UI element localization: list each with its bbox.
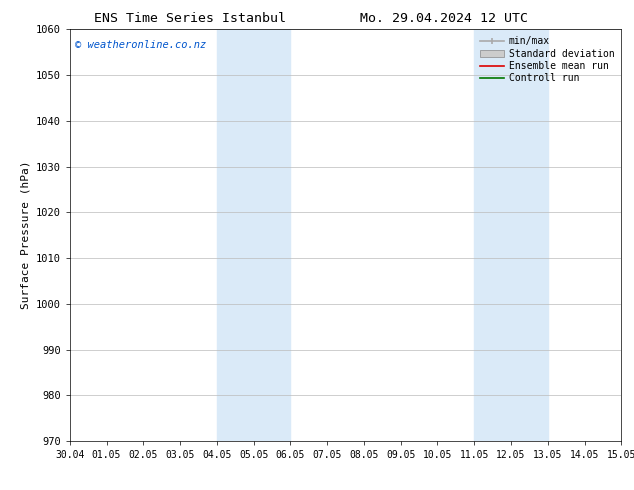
Text: © weatheronline.co.nz: © weatheronline.co.nz — [75, 40, 207, 49]
Legend: min/max, Standard deviation, Ensemble mean run, Controll run: min/max, Standard deviation, Ensemble me… — [477, 34, 616, 85]
Bar — [217, 29, 290, 441]
Text: ENS Time Series Istanbul: ENS Time Series Istanbul — [94, 12, 286, 25]
Bar — [474, 29, 548, 441]
Text: Mo. 29.04.2024 12 UTC: Mo. 29.04.2024 12 UTC — [360, 12, 527, 25]
Y-axis label: Surface Pressure (hPa): Surface Pressure (hPa) — [20, 161, 30, 310]
